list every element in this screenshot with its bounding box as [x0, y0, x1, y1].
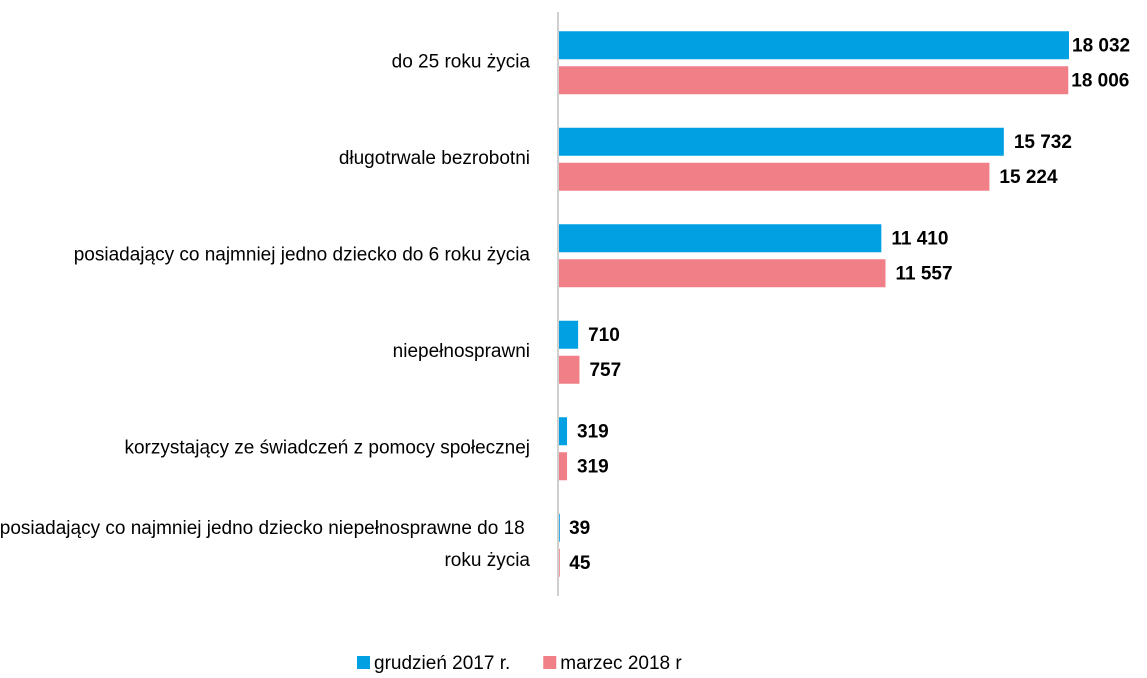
bar: [559, 452, 568, 481]
bar: [559, 127, 1004, 156]
bar: [559, 224, 882, 253]
data-label: 319: [577, 421, 609, 442]
category-label: posiadający co najmniej jedno dziecko ni…: [0, 518, 530, 571]
bar: [559, 31, 1069, 60]
bar: [559, 320, 579, 349]
data-label: 15 224: [999, 167, 1058, 188]
legend-label: marzec 2018 r: [560, 653, 682, 674]
data-label: 45: [569, 553, 591, 574]
data-label: 757: [589, 360, 621, 381]
bar: [559, 259, 886, 288]
category-label: posiadający co najmniej jedno dziecko do…: [74, 244, 531, 265]
data-label: 39: [569, 518, 590, 539]
data-label: 710: [588, 325, 620, 346]
bar: [559, 548, 560, 577]
data-label: 18 006: [1071, 70, 1129, 91]
data-label: 15 732: [1014, 132, 1072, 153]
category-label: niepełnosprawni: [393, 341, 530, 362]
bar: [559, 162, 990, 191]
category-label: do 25 roku życia: [392, 51, 531, 72]
bar: [559, 66, 1069, 95]
category-label: długotrwale bezrobotni: [339, 148, 530, 169]
data-label: 319: [577, 456, 609, 477]
data-label: 18 032: [1072, 35, 1130, 56]
bar: [559, 355, 580, 384]
category-label: korzystający ze świadczeń z pomocy społe…: [124, 437, 530, 458]
legend-label: grudzień 2017 r.: [374, 653, 510, 674]
bar: [559, 513, 560, 542]
legend-swatch: [543, 656, 557, 669]
bar: [559, 417, 568, 446]
data-label: 11 557: [896, 263, 953, 284]
legend-swatch: [357, 656, 370, 669]
data-label: 11 410: [891, 228, 948, 249]
